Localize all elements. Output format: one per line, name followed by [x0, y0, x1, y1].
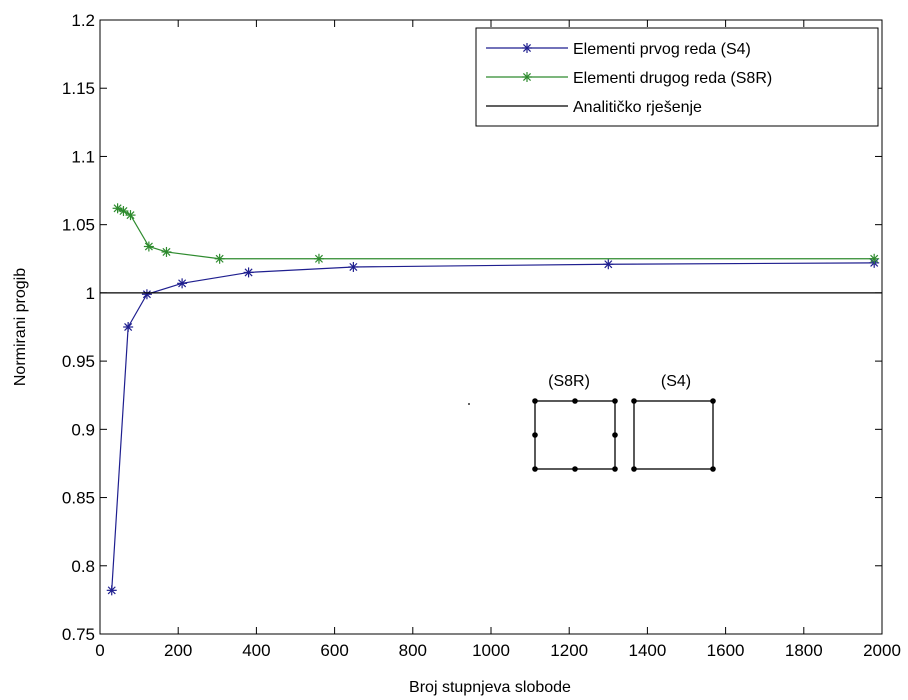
s8r-node: [612, 398, 618, 404]
data-point-s4: [243, 267, 254, 278]
x-tick-label: 0: [95, 641, 104, 660]
data-point-s4: [348, 261, 359, 272]
data-point-s4: [603, 259, 614, 270]
x-tick-label: 1800: [785, 641, 823, 660]
data-point-s8r: [313, 253, 324, 264]
series-layer: [100, 203, 882, 596]
y-tick-label: 0.9: [71, 420, 95, 439]
legend-item-s8r: Elementi drugog reda (S8R): [486, 70, 772, 87]
s4-node: [710, 466, 716, 472]
y-axis-label: Normirani progib: [12, 268, 29, 386]
s8r-label: (S8R): [548, 373, 590, 390]
s4-label: (S4): [661, 373, 691, 390]
x-axis: 0 200 400 600 800 1000 1200 1400 1600 1800 2000: [95, 20, 901, 660]
data-point-s8r: [869, 253, 880, 264]
y-tick-label: 0.85: [62, 489, 95, 508]
legend: Elementi prvog reda (S4) Elementi drugog …: [475, 27, 879, 127]
y-tick-label: 0.8: [71, 557, 95, 576]
x-tick-label: 1400: [628, 641, 666, 660]
x-tick-label: 800: [399, 641, 427, 660]
y-tick-label: 1.1: [71, 147, 95, 166]
data-point-s8r: [125, 210, 136, 221]
y-axis: 0.75 0.8 0.85 0.9 0.95 1 1.05 1.1 1.15 1.2: [62, 11, 882, 644]
x-axis-label: Broj stupnjeva slobode: [409, 679, 571, 696]
x-tick-label: 1000: [472, 641, 510, 660]
series-line-s4: [111, 262, 875, 591]
legend-item-s4: Elementi prvog reda (S4): [486, 41, 751, 58]
s4-node: [631, 398, 637, 404]
x-tick-label: 200: [164, 641, 192, 660]
data-point-s4: [177, 278, 188, 289]
x-tick-label: 600: [320, 641, 348, 660]
data-point-s4: [123, 322, 134, 332]
s8r-node: [572, 466, 578, 472]
data-point-s8r: [161, 246, 172, 257]
s8r-node: [532, 432, 538, 438]
s8r-node: [572, 398, 578, 404]
data-point-s4: [106, 585, 117, 596]
s8r-node: [532, 398, 538, 404]
legend-label: Analitičko rješenje: [573, 99, 702, 116]
s4-element-outline: [633, 400, 714, 470]
s8r-node: [612, 432, 618, 438]
s8r-node: [612, 466, 618, 472]
y-tick-label: 0.95: [62, 352, 95, 371]
y-tick-label: 0.75: [62, 625, 95, 644]
legend-marker: [522, 43, 532, 53]
x-tick-label: 400: [242, 641, 270, 660]
data-point-s4: [141, 289, 152, 300]
y-tick-label: 1: [86, 284, 95, 303]
y-tick-label: 1.05: [62, 216, 95, 235]
s4-element-sketch: [631, 398, 716, 472]
y-tick-label: 1.15: [62, 79, 95, 98]
s8r-node: [532, 466, 538, 472]
legend-label: Elementi drugog reda (S8R): [573, 70, 772, 87]
series-s8r: [112, 203, 880, 264]
legend-label: Elementi prvog reda (S4): [573, 41, 751, 58]
element-sketches: (S8R) (S4): [468, 373, 716, 472]
s4-node: [631, 466, 637, 472]
data-point-s8r: [214, 253, 225, 264]
x-tick-label: 1600: [707, 641, 745, 660]
data-point-s8r: [143, 241, 154, 252]
y-tick-label: 1.2: [71, 11, 95, 30]
legend-item-analytic: Analitičko rješenje: [486, 99, 702, 116]
s4-node: [710, 398, 716, 404]
legend-marker: [522, 72, 532, 82]
x-tick-label: 1200: [550, 641, 588, 660]
x-tick-label: 2000: [863, 641, 901, 660]
stray-dot: [468, 403, 470, 405]
series-s4: [106, 257, 880, 596]
data-point-s8r: [118, 206, 129, 217]
s8r-element-sketch: [532, 398, 618, 472]
